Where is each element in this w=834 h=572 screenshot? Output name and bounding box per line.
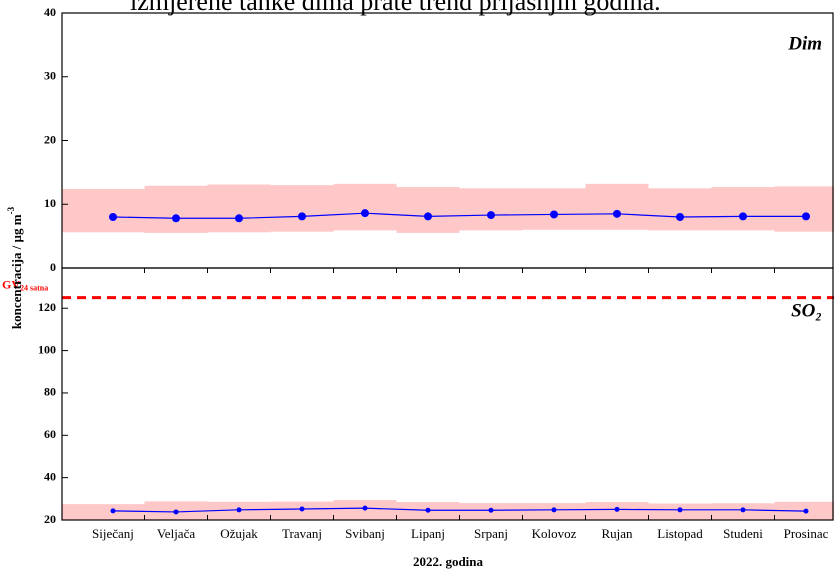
point [172,214,180,223]
point [613,209,621,218]
x-tick-label: Travanj [282,526,322,541]
point [236,507,242,513]
point [739,212,747,221]
point [803,508,809,514]
x-tick-label: Svibanj [345,526,385,541]
range-band [144,185,208,233]
range-band [207,184,271,233]
x-tick-label: Lipanj [411,526,445,541]
range-band [62,504,145,520]
range-band [711,187,775,231]
point [173,509,179,515]
range-band [270,185,334,232]
x-tick-label: Studeni [723,526,763,541]
point [235,214,243,223]
point [424,212,432,221]
point [362,505,368,511]
point [740,507,746,513]
panel-label: Dim [787,33,822,54]
y-tick-label: 20 [44,132,56,146]
y-tick-label: 10 [44,196,56,210]
point [361,209,369,218]
range-band [774,186,834,232]
panel [62,296,834,520]
point [550,210,558,219]
y-tick-label: 60 [44,427,56,441]
range-band [459,188,523,231]
point [677,507,683,513]
range-band [333,183,397,231]
range-band [585,183,649,230]
y-axis-label-sup: -3 [6,206,16,214]
y-tick-label: 40 [44,5,56,19]
y-tick-label: 30 [44,69,56,83]
y-tick-label: 0 [50,260,56,274]
y-axis-label-main: koncentracija / µg m [9,214,24,329]
point [109,213,117,221]
x-tick-label: Srpanj [474,526,508,541]
point [551,507,557,513]
limit-label-main: GV [2,277,20,291]
limit-label: GV24 satna [2,277,48,292]
point [110,508,116,514]
range-band [522,188,586,230]
point [802,212,810,221]
y-tick-label: 80 [44,385,56,399]
range-band [62,188,145,233]
panel [62,183,834,233]
y-axis-label: koncentracija / µg m-3 [6,206,24,329]
x-axis-label: 2022. godina [413,554,484,569]
point [676,213,684,221]
x-tick-label: Rujan [601,526,633,541]
series-line [112,212,806,219]
panel-frame [61,267,834,521]
y-tick-label: 120 [38,300,56,314]
caption: izmjerene tanke dima prate trend prijašn… [130,0,661,16]
range-band [648,188,712,231]
point [614,506,620,512]
x-tick-label: Veljača [157,526,195,541]
x-tick-label: Ožujak [220,526,258,541]
point [299,506,305,512]
limit-label-sub: 24 satna [20,283,48,292]
panel-label: SO₂ [791,300,822,321]
point [425,507,431,513]
range-band [396,187,460,233]
y-tick-label: 20 [44,512,56,526]
y-tick-label: 40 [44,469,56,483]
point [487,211,495,220]
point [488,507,494,513]
point [298,212,306,221]
x-tick-label: Listopad [657,526,703,541]
x-tick-label: Kolovoz [532,526,577,541]
y-tick-label: 100 [38,342,56,356]
series-line [112,507,807,513]
x-tick-label: Prosinac [784,526,829,541]
x-tick-label: Siječanj [92,526,134,541]
